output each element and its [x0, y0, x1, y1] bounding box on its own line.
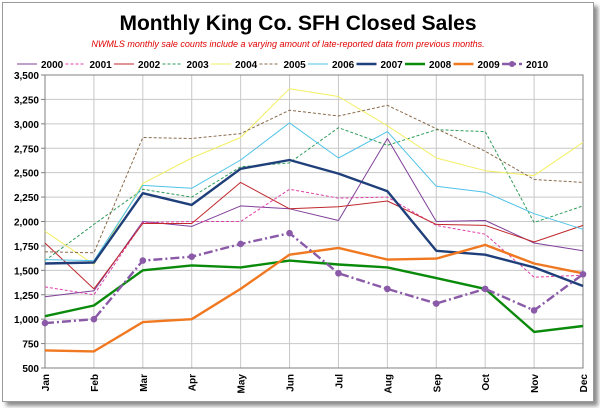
legend-marker-2010: [509, 61, 515, 67]
y-tick-label: 750: [22, 340, 39, 351]
y-tick-label: 3,250: [14, 95, 39, 106]
x-tick-label: Apr: [188, 374, 199, 391]
y-tick-label: 2,750: [14, 144, 39, 155]
y-tick-label: 2,500: [14, 169, 39, 180]
series-point-2010: [286, 229, 293, 237]
legend-label-2005: 2005: [284, 60, 307, 71]
y-tick-label: 2,000: [14, 218, 39, 229]
chart-subtitle: NWMLS monthly sale counts include a vary…: [91, 39, 484, 49]
x-axis: Jan Feb Mar Apr May Jun Jul Aug Sep Oct Nov Dec: [41, 373, 590, 393]
x-tick-label: Jan: [41, 374, 52, 391]
legend-label-2010: 2010: [526, 60, 549, 71]
series-point-2010: [432, 300, 440, 307]
y-tick-label: 1,750: [14, 242, 39, 253]
y-axis: 500 750 1,000 1,250 1,500 1,750 2,000 2,250 2,50…: [14, 71, 45, 375]
x-tick-label: May: [237, 374, 248, 394]
legend-label-2007: 2007: [381, 60, 404, 71]
legend-label-2002: 2002: [138, 60, 161, 71]
series-point-2010: [237, 240, 244, 248]
y-tick-label: 1,250: [14, 291, 39, 302]
chart-legend: 2000 2001 2002 2003 2004 2005 2006 2007 2008 2009…: [17, 60, 549, 71]
legend-label-2001: 2001: [90, 60, 113, 71]
series-line-2004: [44, 88, 584, 265]
x-tick-label: Jul: [334, 374, 345, 389]
legend-label-2009: 2009: [478, 60, 501, 71]
x-tick-label: Nov: [530, 374, 541, 393]
y-tick-label: 3,500: [14, 71, 39, 82]
y-tick-label: 1,500: [14, 266, 39, 277]
series-line-2009: [44, 243, 584, 353]
chart-title: Monthly King Co. SFH Closed Sales: [119, 12, 476, 35]
x-tick-label: Oct: [481, 373, 492, 390]
series-line-2008: [44, 259, 584, 334]
series-line-2000: [44, 138, 584, 298]
series-point-2010: [481, 285, 489, 293]
x-tick-label: Mar: [139, 374, 150, 392]
y-tick-label: 2,250: [14, 193, 39, 204]
x-tick-label: Dec: [579, 374, 590, 393]
series-point-2010: [384, 285, 391, 293]
series-line-2002: [44, 181, 584, 290]
line-chart: Monthly King Co. SFH Closed Sales NWMLS …: [14, 12, 590, 393]
chart-frame: Monthly King Co. SFH Closed Sales NWMLS …: [2, 2, 594, 402]
series-point-2010: [579, 270, 587, 278]
legend-label-2003: 2003: [187, 60, 210, 71]
x-tick-label: Feb: [90, 374, 101, 392]
series-point-2010: [188, 253, 196, 260]
y-tick-label: 500: [22, 364, 39, 375]
series-line-2006: [44, 122, 584, 262]
series-line-2007: [44, 158, 584, 288]
series-point-2010: [139, 257, 147, 264]
gridlines: [44, 74, 584, 369]
series-line-2010: [44, 231, 584, 325]
series-point-2010: [90, 315, 98, 323]
legend-label-2006: 2006: [332, 60, 355, 71]
series-point-2010: [335, 269, 342, 277]
series-point-2010: [41, 319, 49, 327]
legend-label-2004: 2004: [235, 60, 258, 71]
series-line-2003: [44, 127, 584, 262]
x-tick-label: Sep: [432, 374, 443, 392]
series-layer: [41, 88, 587, 353]
series-line-2005: [44, 104, 584, 254]
y-tick-label: 1,000: [14, 315, 39, 326]
y-tick-label: 3,000: [14, 120, 39, 131]
legend-label-2008: 2008: [429, 60, 452, 71]
legend-label-2000: 2000: [41, 60, 64, 71]
x-tick-label: Aug: [383, 374, 394, 393]
x-tick-label: Jun: [286, 374, 297, 392]
series-point-2010: [530, 307, 538, 314]
